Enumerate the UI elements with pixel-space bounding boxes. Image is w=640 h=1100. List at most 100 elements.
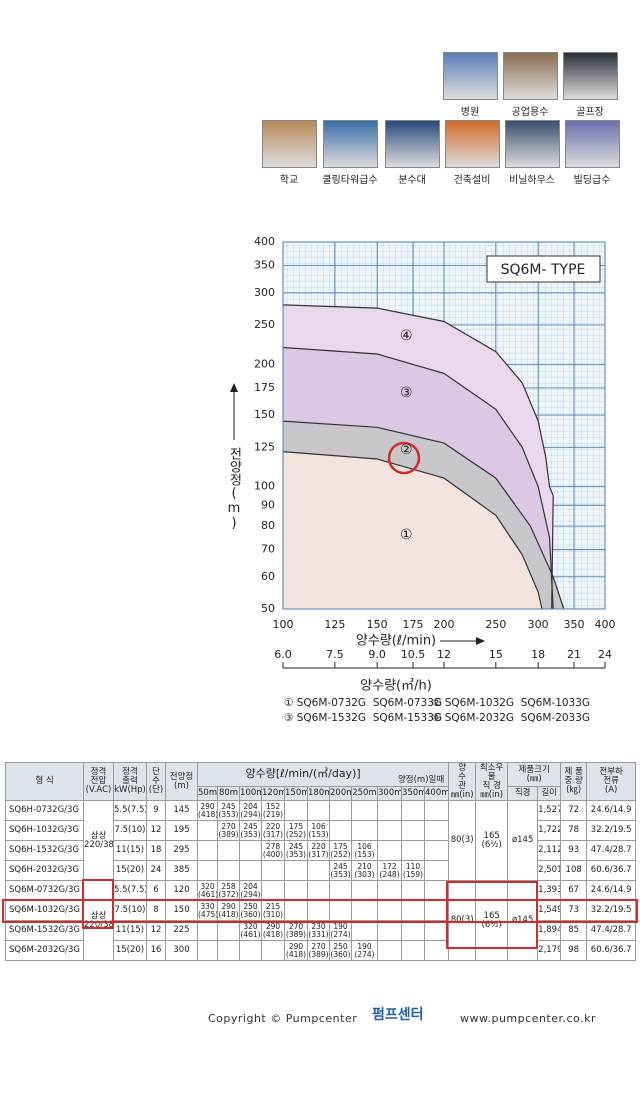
x-tick-label: 300 <box>528 618 549 631</box>
header-text: 양수량[ℓ/min/(㎥/day)] <box>245 767 361 780</box>
cell <box>284 860 308 881</box>
header-cell: 120m <box>261 786 285 801</box>
cell: 93 <box>560 840 588 861</box>
cell: 152 (219) <box>261 800 285 821</box>
cell <box>329 800 352 821</box>
cell: 72 <box>560 800 588 821</box>
y-tick-label: 175 <box>254 381 275 394</box>
cell: 300 <box>165 940 198 961</box>
cell <box>284 800 308 821</box>
y-tick-label: 300 <box>254 286 275 299</box>
cell: 120 <box>165 880 198 901</box>
cell: 5.5(7.5) <box>113 800 147 821</box>
cell: 210 (303) <box>351 860 378 881</box>
cell: 320 (461) <box>197 880 218 901</box>
cell: SQ6H-2032G/3G <box>5 860 84 881</box>
icon-label: 빌딩급수 <box>573 175 611 186</box>
cell: 11(15) <box>113 920 147 941</box>
y-tick-label: 100 <box>254 480 275 493</box>
y-tick-label: 60 <box>261 570 275 583</box>
cell: 47.4/28.7 <box>586 920 637 941</box>
cell: 12 <box>146 820 166 841</box>
header-cell: 직경 <box>507 786 539 801</box>
cell: SQ6H-1532G/3G <box>5 840 84 861</box>
cell: 24 <box>146 860 166 881</box>
icon-label: 학교 <box>279 175 299 186</box>
icon-label: 비닐하우스 <box>509 175 555 186</box>
y-axis-label: 전양정(m) <box>227 447 242 531</box>
cell <box>329 880 352 901</box>
cell <box>217 920 240 941</box>
highlight-box <box>82 879 114 929</box>
header-cell: 양 수 관 ㎜(in) <box>448 762 477 801</box>
header-cell: 80m <box>217 786 240 801</box>
icon <box>443 52 498 100</box>
cell: 195 <box>165 820 198 841</box>
cell <box>401 840 425 861</box>
cell <box>423 820 450 841</box>
x-tick-label: 100 <box>273 618 294 631</box>
cell: 295 <box>165 840 198 861</box>
cell <box>423 940 450 961</box>
cell: 190 (274) <box>329 920 352 941</box>
cell: 258 (372) <box>217 880 240 901</box>
header-cell: 180m <box>307 786 330 801</box>
cell: 245 (353) <box>217 800 240 821</box>
x-tick-label: 250 <box>485 618 506 631</box>
curve <box>282 451 543 610</box>
cell <box>377 800 402 821</box>
cell: 250 (360) <box>329 940 352 961</box>
x2-tick-label: 9.0 <box>368 648 386 661</box>
cell: 16 <box>146 940 166 961</box>
cell <box>351 880 378 901</box>
legend-entry: ④ SQ6M-2032G SQ6M-2033G <box>432 712 590 724</box>
cell: 47.4/28.7 <box>586 840 637 861</box>
highlight-box <box>446 881 538 949</box>
icon-label: 쿨링타워급수 <box>322 175 378 186</box>
chart-title: SQ6M- TYPE <box>501 262 586 278</box>
cell: 165 (6½) <box>475 800 509 881</box>
cell <box>197 940 218 961</box>
cell: 7.5(10) <box>113 820 147 841</box>
cell: 270 (389) <box>284 920 308 941</box>
icon <box>385 120 440 168</box>
icon <box>563 52 618 100</box>
cell: SQ6M-1532G/3G <box>5 920 84 941</box>
header-cell: 250m <box>351 786 378 801</box>
legend-entry: ② SQ6M-1032G SQ6M-1033G <box>432 697 590 709</box>
x2-tick-label: 18 <box>531 648 545 661</box>
cell <box>351 820 378 841</box>
x-tick-label: 350 <box>563 618 584 631</box>
header-cell: 200m <box>329 786 352 801</box>
cell <box>351 800 378 821</box>
y-tick-label: 250 <box>254 318 275 331</box>
cell: 18 <box>146 840 166 861</box>
icon-label: 병원 <box>460 107 480 118</box>
y-tick-label: 50 <box>261 602 275 615</box>
cell: 106 (153) <box>351 840 378 861</box>
x-tick-label: 400 <box>595 618 616 631</box>
curve <box>282 420 565 610</box>
cell: 2,179 <box>537 940 562 961</box>
x2-tick-label: 10.5 <box>401 648 426 661</box>
cell <box>401 820 425 841</box>
cell: 278 (400) <box>261 840 285 861</box>
cell: 220 (317) <box>261 820 285 841</box>
cell: 385 <box>165 860 198 881</box>
cell: ø145 <box>507 800 539 881</box>
cell <box>377 880 402 901</box>
cell <box>377 920 402 941</box>
header-cell: 정격 전압 (V.AC) <box>83 762 114 801</box>
x2-tick-label: 24 <box>598 648 612 661</box>
x2-tick-label: 7.5 <box>326 648 344 661</box>
cell: 6 <box>146 880 166 901</box>
cell <box>377 820 402 841</box>
x2-axis-label: 양수량(㎥/h) <box>360 679 432 694</box>
x-tick-label: 125 <box>324 618 345 631</box>
region-label: ② <box>400 442 413 458</box>
x-tick-label: 200 <box>434 618 455 631</box>
cell: 1,393 <box>537 880 562 901</box>
cell: 190 (274) <box>351 940 378 961</box>
header-cell: 정격 출력 kW(Hp) <box>113 762 147 801</box>
cell <box>217 840 240 861</box>
